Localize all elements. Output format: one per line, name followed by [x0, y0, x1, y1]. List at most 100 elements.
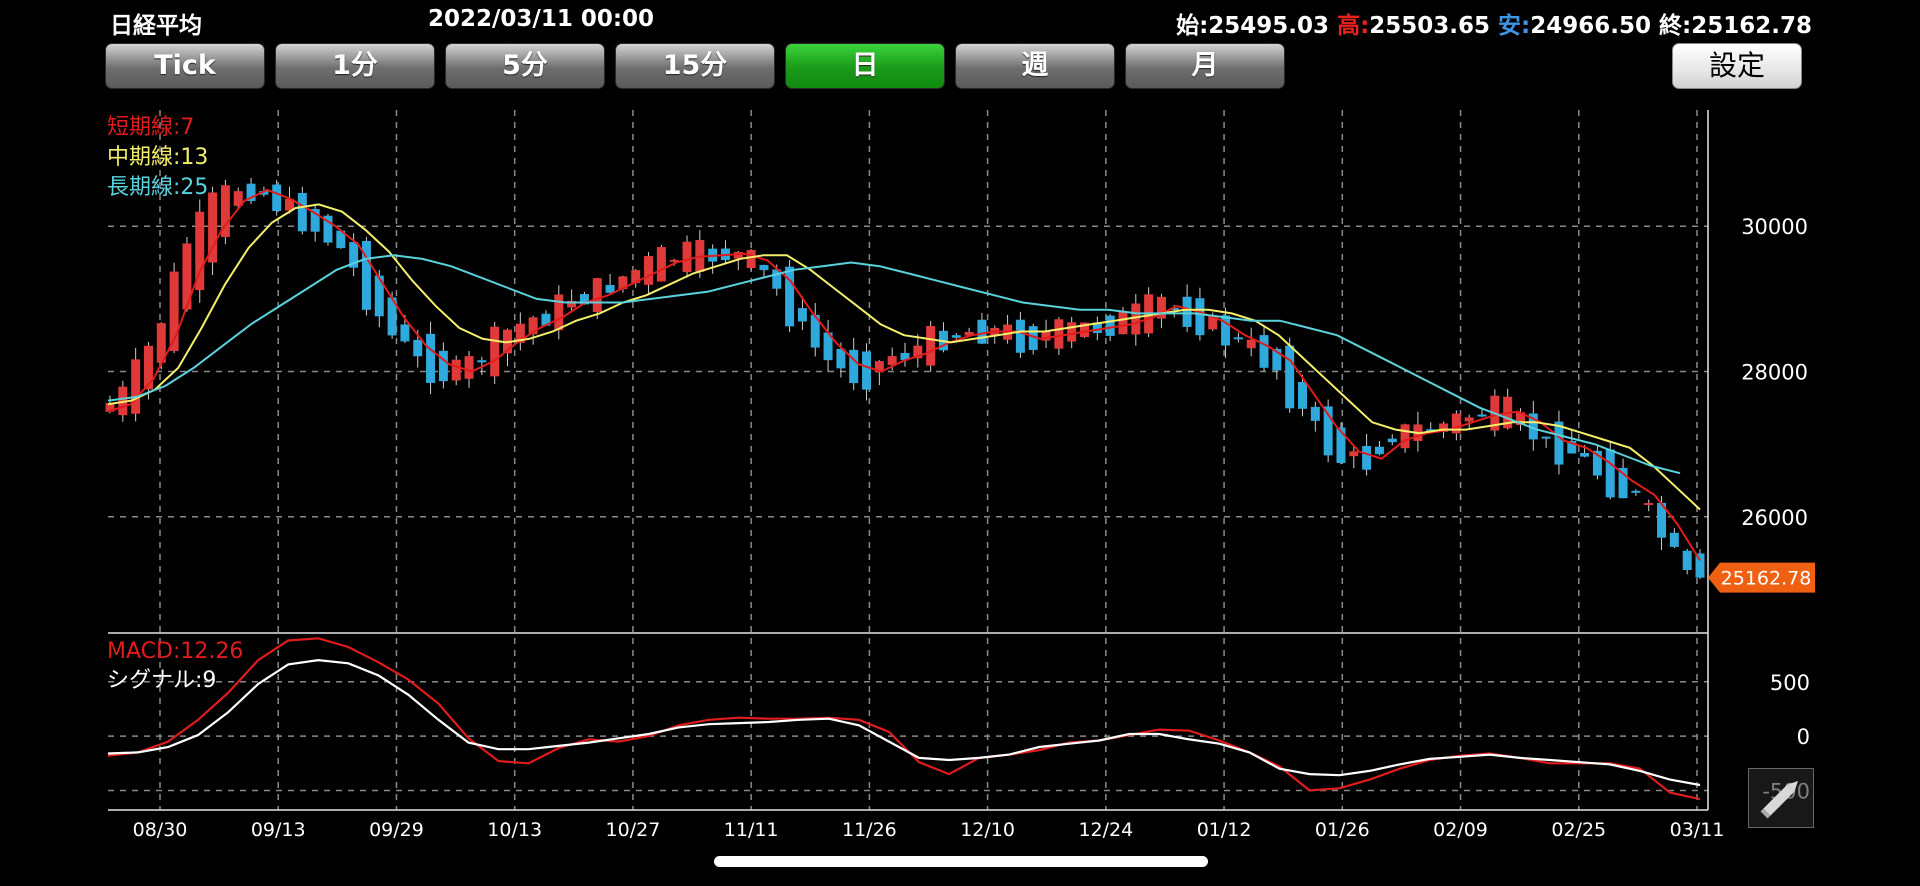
close-label: 終: — [1659, 13, 1692, 39]
candle-body — [1092, 322, 1102, 334]
candle-body — [1169, 307, 1179, 310]
candle-body — [1067, 322, 1077, 342]
x-tick-label: 10/27 — [606, 819, 661, 841]
candle-body — [1618, 467, 1628, 499]
candle-body — [1259, 335, 1269, 368]
candle-body — [682, 241, 692, 273]
candle-body — [592, 278, 602, 312]
candle-body — [1349, 451, 1359, 457]
candle-body — [246, 183, 256, 202]
open-value: 25495.03 — [1208, 13, 1330, 39]
candle-body — [143, 345, 153, 390]
candle-body — [1477, 414, 1487, 417]
candle-body — [1528, 413, 1538, 440]
macd-legend-item: MACD:12.26 — [107, 639, 243, 664]
candle-body — [1682, 550, 1692, 570]
tab-weekly[interactable]: 週 — [955, 43, 1115, 89]
candle-body — [297, 193, 307, 232]
candle-body — [554, 294, 564, 331]
candle-body — [1669, 532, 1679, 547]
instrument-title: 日経平均 — [110, 13, 202, 39]
candle-body — [105, 402, 115, 412]
home-indicator — [714, 856, 1208, 867]
candle-body — [733, 251, 743, 259]
candle-body — [272, 184, 282, 212]
x-tick-label: 11/11 — [724, 819, 779, 841]
candle-body — [1208, 315, 1218, 330]
candle-body — [1221, 315, 1231, 346]
candle-body — [1015, 319, 1025, 353]
candle-body — [900, 352, 910, 361]
candle-body — [438, 350, 448, 382]
candle-body — [605, 284, 615, 293]
candle-body — [579, 294, 589, 305]
low-label: 安: — [1498, 13, 1531, 39]
candle-body — [1515, 412, 1525, 426]
signal-line — [107, 658, 1701, 787]
candle-body — [964, 331, 974, 336]
candle-body — [451, 359, 461, 381]
candle-body — [1336, 427, 1346, 463]
candle-body — [823, 332, 833, 361]
candle-body — [310, 209, 320, 232]
candle-body — [1387, 438, 1397, 443]
candle-body — [169, 271, 179, 351]
candle-body — [1080, 322, 1090, 338]
current-price-tag — [1708, 562, 1815, 593]
candle-body — [1541, 436, 1551, 439]
datetime-label: 2022/03/11 00:00 — [428, 6, 655, 32]
candle-body — [1105, 315, 1115, 336]
y-tick-label: 26000 — [1741, 506, 1808, 530]
macd-y-tick-label: 0 — [1797, 725, 1810, 749]
mid-ma-line — [107, 203, 1701, 511]
tab-15min[interactable]: 15分 — [615, 43, 775, 89]
candle-body — [182, 243, 192, 310]
candle-body — [285, 198, 295, 211]
tab-5min[interactable]: 5分 — [445, 43, 605, 89]
candle-body — [656, 247, 666, 282]
pencil-button[interactable] — [1748, 768, 1814, 828]
pencil-icon — [1760, 781, 1798, 819]
x-tick-label: 11/26 — [842, 819, 897, 841]
candle-body — [631, 270, 641, 284]
candle-body — [874, 361, 884, 373]
x-tick-label: 01/12 — [1197, 819, 1252, 841]
candle-body — [785, 266, 795, 327]
macd-y-tick-label: 500 — [1770, 671, 1810, 695]
tab-monthly[interactable]: 月 — [1125, 43, 1285, 89]
candle-body — [836, 348, 846, 369]
tab-daily[interactable]: 日 — [785, 43, 945, 89]
candle-body — [1580, 452, 1590, 457]
tab-1min[interactable]: 1分 — [275, 43, 435, 89]
candle-body — [1156, 296, 1166, 319]
ohlc-summary: 始:25495.03 高:25503.65 安:24966.50 終:25162… — [1176, 6, 1812, 40]
candle-body — [1362, 446, 1372, 470]
candle-body — [1131, 303, 1141, 335]
x-tick-label: 08/30 — [133, 819, 188, 841]
x-tick-label: 10/13 — [487, 819, 542, 841]
candle-body — [1323, 406, 1333, 456]
candle-body — [1644, 503, 1654, 506]
close-value: 25162.78 — [1691, 13, 1812, 39]
candle-body — [772, 269, 782, 289]
settings-button[interactable]: 設定 — [1672, 43, 1802, 89]
candle-body — [1464, 417, 1474, 422]
tab-tick[interactable]: Tick — [105, 43, 265, 89]
candle-body — [1631, 490, 1641, 493]
candle-body — [195, 211, 205, 291]
candle-body — [1233, 337, 1243, 340]
y-tick-label: 30000 — [1741, 215, 1808, 239]
candle-body — [336, 230, 346, 249]
candle-body — [1298, 381, 1307, 409]
low-value: 24966.50 — [1530, 13, 1652, 39]
candle-body — [926, 325, 936, 366]
candle-body — [413, 339, 423, 357]
candle-body — [361, 241, 371, 310]
x-tick-label: 01/26 — [1315, 819, 1370, 841]
candles-group — [105, 177, 1705, 579]
candle-body — [951, 335, 961, 338]
candle-body — [977, 319, 987, 344]
candle-body — [1272, 348, 1282, 371]
high-value: 25503.65 — [1369, 13, 1491, 39]
short-ma-line — [107, 188, 1701, 561]
